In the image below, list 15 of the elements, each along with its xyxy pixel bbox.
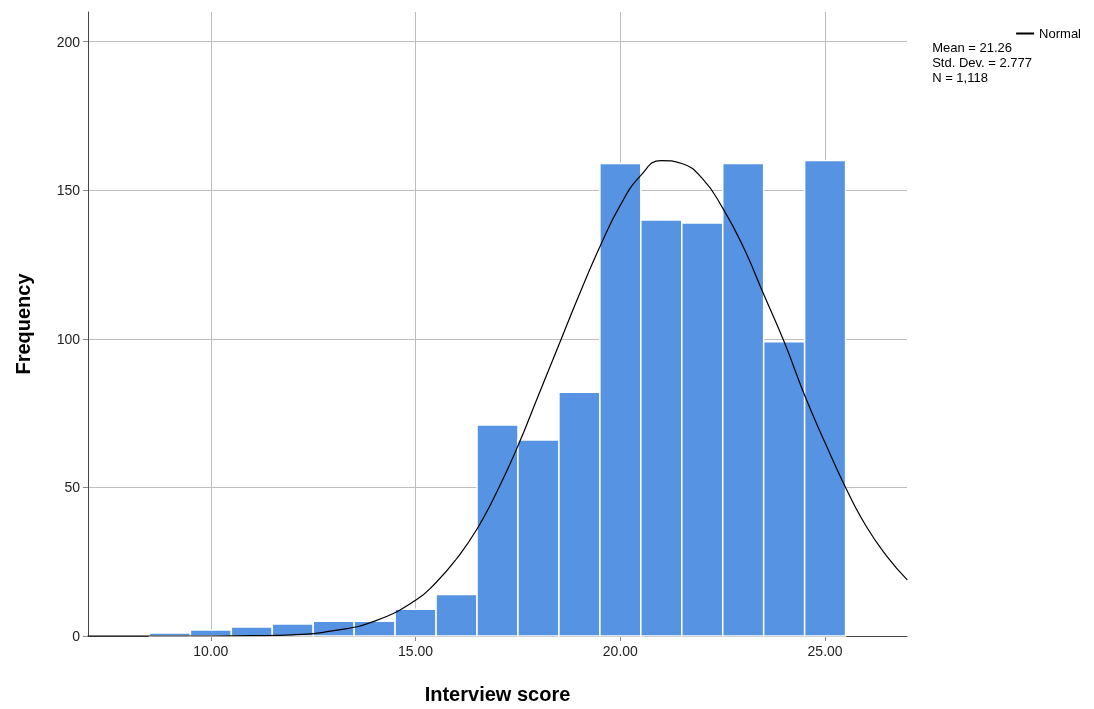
text: Mean = 21.26	[932, 40, 1013, 55]
text: N = 1,118	[932, 70, 988, 85]
y-axis-title: Frequency	[12, 272, 34, 375]
y-tick-label: 100	[56, 330, 81, 347]
x-tick-label: 15.00	[398, 643, 434, 659]
x-tick-label: 25.00	[807, 643, 843, 659]
legend-label: Normal	[1039, 26, 1082, 41]
y-tick-label: 200	[56, 33, 81, 50]
text: Std. Dev. = 2.777	[932, 55, 1033, 70]
x-tick-label: 10.00	[193, 643, 229, 659]
y-tick-label: 50	[64, 479, 81, 496]
x-axis-title: Interview score	[424, 683, 571, 705]
y-tick-label: 0	[72, 628, 81, 644]
y-tick-label: 150	[56, 182, 81, 199]
x-tick-label: 20.00	[602, 643, 639, 659]
